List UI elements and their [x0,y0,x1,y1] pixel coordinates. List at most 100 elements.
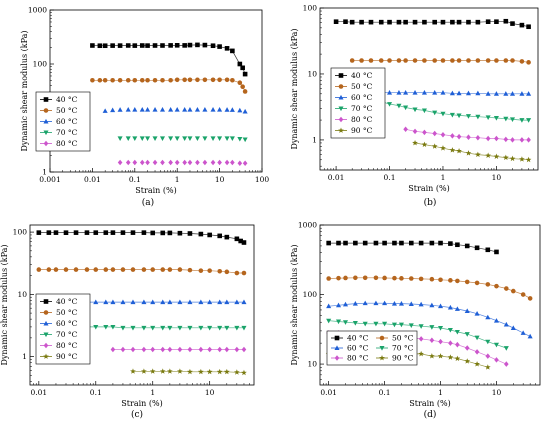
data-point [110,230,116,235]
data-point [485,91,491,96]
data-point [117,159,123,166]
data-point [353,275,358,281]
x-tick-label: 100 [255,175,270,184]
data-point [93,230,99,235]
data-point [46,230,52,235]
legend-label: 50 °C [56,308,78,317]
data-point [207,299,213,305]
data-point [464,279,470,285]
data-point [217,233,223,239]
legend-marker [338,127,344,133]
x-axis-label: Strain (%) [121,399,162,408]
data-point [125,106,131,112]
data-point [224,234,230,240]
y-tick-label: 100 [13,228,28,237]
x-tick-label: 1 [150,388,155,397]
data-point [362,240,368,246]
data-point [168,77,173,83]
data-point [494,58,499,63]
data-point [466,134,471,140]
data-point [174,106,180,112]
data-point [526,91,532,96]
data-point [475,134,481,141]
data-point [418,240,424,246]
data-point [141,230,147,235]
data-point [349,58,355,63]
data-point [438,326,444,331]
data-point [403,19,408,25]
data-point [150,299,156,305]
x-tick-label: 0.1 [379,388,391,397]
data-point [177,299,183,305]
data-point [432,19,437,25]
data-point [217,77,222,83]
data-point [527,296,533,301]
y-tick-label: 1 [312,136,317,145]
data-point [159,368,166,374]
legend-label: 70 °C [56,330,78,339]
legend-marker [379,346,385,351]
data-point [217,106,223,112]
data-point [102,43,108,49]
data-point [224,46,230,51]
data-point [485,152,491,158]
data-point [202,42,208,48]
data-point [167,325,173,331]
data-point [152,136,158,141]
data-point [525,156,532,163]
data-point [503,136,509,143]
data-point [475,151,481,157]
data-point [130,325,136,331]
plot-frame [319,7,539,171]
data-point [187,325,193,331]
data-point [177,368,183,374]
legend-marker [338,106,344,112]
data-point [465,150,472,156]
data-point [230,159,235,166]
data-point [422,19,427,25]
data-point [224,299,230,305]
data-point [141,267,147,272]
legend-box [330,67,386,139]
data-point [386,90,393,95]
data-point [110,267,116,272]
data-point [526,24,531,30]
data-point [223,368,230,375]
legend-label: 80 °C [351,115,373,124]
legend-marker [338,73,344,78]
data-point [237,80,243,86]
data-point [117,77,123,83]
data-point [336,275,341,281]
data-point [139,159,145,166]
chart-panel-4: 0.01 0.1 1 10 10 100 1000 Strain (%) Dynamic she… [290,221,541,420]
series-line [336,20,529,28]
data-point [73,230,79,235]
data-point [217,159,222,166]
data-point [229,107,235,112]
data-point [217,325,223,331]
data-point [493,318,500,323]
data-point [159,106,166,112]
data-point [159,136,166,141]
data-point [429,325,435,330]
data-point [502,154,509,160]
legend-label: 60 °C [56,319,78,328]
data-point [241,299,247,305]
data-point [130,267,136,272]
data-point [187,368,193,375]
data-point [168,43,173,48]
data-point [382,275,387,281]
data-point [132,43,138,48]
x-tick-label: 0.01 [84,175,101,184]
data-point [224,77,230,83]
data-point [519,59,525,64]
data-point [421,108,427,114]
data-point [160,346,166,353]
data-point [440,19,446,25]
data-point [362,321,368,327]
data-point [373,300,379,306]
data-point [202,159,208,166]
legend-label: 40 °C [351,71,373,80]
data-point [494,19,499,24]
